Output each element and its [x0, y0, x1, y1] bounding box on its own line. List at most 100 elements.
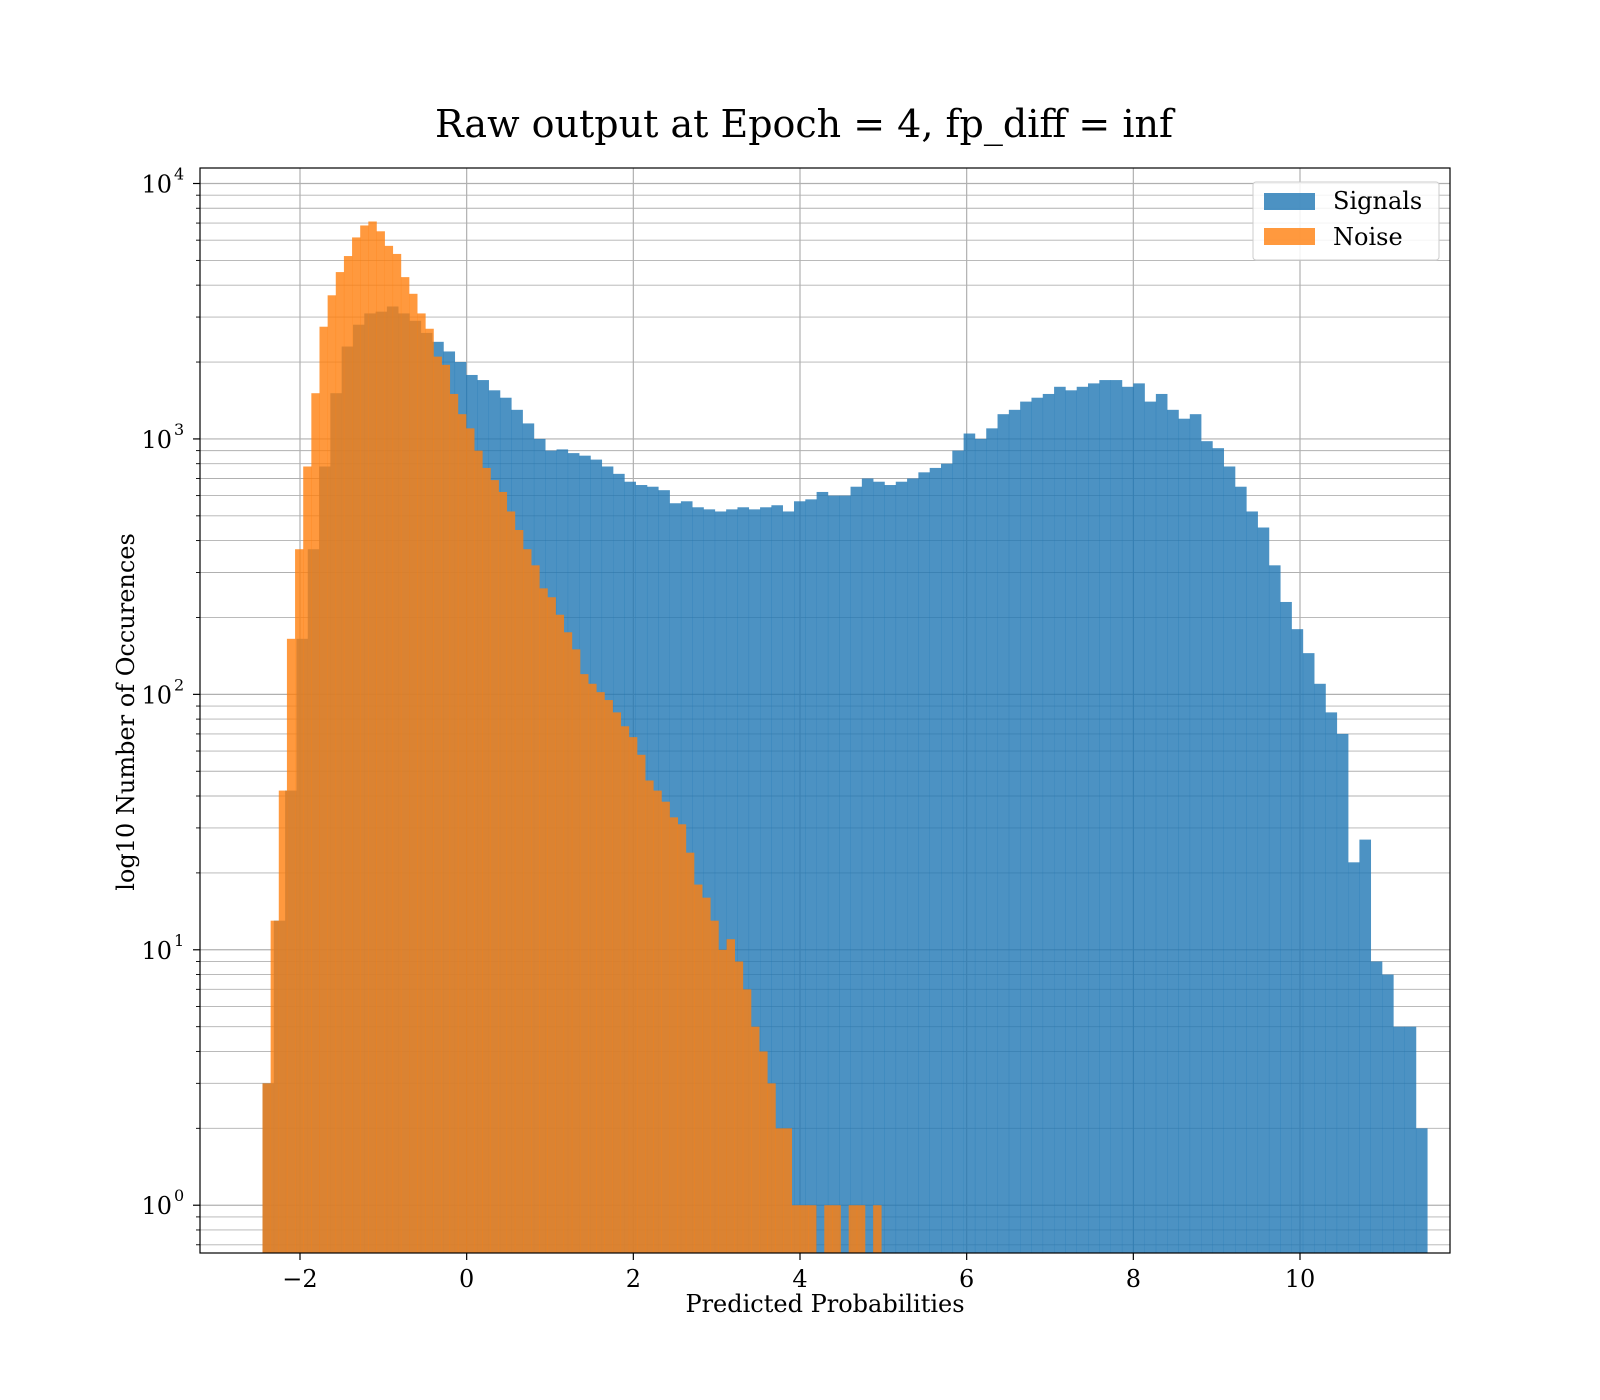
histogram-bar	[384, 245, 394, 1253]
histogram-bar	[523, 549, 532, 1253]
histogram-bar	[832, 1205, 841, 1253]
x-tick-label: 10	[1285, 1265, 1316, 1293]
histogram-bar	[799, 1205, 809, 1253]
histogram-bar	[1167, 409, 1179, 1253]
histogram-bar	[807, 1205, 817, 1253]
histogram-bar	[449, 393, 459, 1253]
histogram-bar	[767, 1083, 776, 1253]
x-tick-label: 8	[1126, 1265, 1141, 1293]
histogram-bar	[270, 920, 280, 1253]
histogram-bar	[425, 328, 434, 1253]
histogram-bar	[482, 467, 491, 1253]
histogram-bar	[580, 674, 589, 1253]
histogram-bar	[884, 485, 897, 1254]
y-tick-exponent: 0	[174, 1186, 184, 1205]
histogram-bar	[1099, 380, 1111, 1253]
histogram-bar	[604, 700, 613, 1253]
histogram-bar	[555, 614, 565, 1253]
histogram-bar	[974, 438, 987, 1253]
y-tick-exponent: 4	[174, 165, 184, 184]
histogram-bar	[417, 313, 426, 1254]
histogram-bar	[1076, 386, 1089, 1253]
histogram-bar	[286, 638, 296, 1253]
histogram-bar	[759, 1051, 768, 1253]
histogram-bar	[710, 920, 719, 1253]
histogram-bar	[702, 897, 711, 1253]
histogram-bar	[319, 326, 328, 1253]
histogram-bars	[262, 221, 1428, 1254]
histogram-bar	[1054, 386, 1066, 1253]
histogram-bar	[694, 884, 703, 1253]
histogram-bar	[311, 393, 320, 1253]
histogram-bar	[612, 712, 622, 1253]
histogram-bar	[637, 754, 646, 1253]
histogram-bar	[490, 480, 499, 1253]
histogram-bar	[1155, 393, 1168, 1253]
histogram-bar	[1088, 383, 1100, 1253]
histogram-bar	[653, 790, 662, 1253]
histogram-bar	[1404, 1026, 1417, 1253]
histogram-bar	[1393, 1026, 1405, 1253]
histogram-bar	[751, 1026, 760, 1253]
histogram-bar	[997, 414, 1010, 1253]
histogram-bar	[1280, 601, 1292, 1253]
y-tick-exponent: 3	[174, 420, 184, 439]
histogram-bar	[327, 295, 337, 1253]
histogram-bar	[409, 293, 418, 1253]
histogram-bar	[929, 467, 942, 1253]
histogram-bar	[748, 509, 761, 1253]
y-tick-exponent: 1	[174, 931, 184, 950]
histogram-bar	[1178, 418, 1191, 1253]
histogram-bar	[1042, 393, 1055, 1253]
histogram-bar	[1065, 390, 1077, 1253]
histogram-bar	[498, 491, 508, 1254]
histogram-bar	[692, 507, 704, 1253]
histogram-bar	[1325, 712, 1338, 1253]
histogram-bar	[295, 549, 304, 1253]
histogram-bar	[856, 1205, 866, 1253]
histogram-bar	[1031, 397, 1044, 1253]
histogram-bar	[628, 737, 638, 1253]
chart-title: Raw output at Epoch = 4, fp_diff = inf	[435, 102, 1176, 147]
histogram-bar	[742, 989, 752, 1253]
histogram-bar	[677, 824, 687, 1253]
histogram-bar	[1110, 380, 1123, 1253]
histogram-bar	[352, 237, 361, 1254]
x-axis-ticks: −2 0 2 4 6 8 10	[282, 1253, 1315, 1293]
histogram-bar	[1370, 961, 1383, 1253]
x-axis-label: Predicted Probabilities	[685, 1290, 964, 1318]
plot-frame	[199, 167, 1451, 1254]
x-tick-label: −2	[282, 1265, 317, 1293]
histogram-bar	[474, 450, 483, 1253]
histogram-bar	[1133, 383, 1145, 1253]
histogram-bar	[775, 1128, 784, 1253]
histogram-bar	[392, 253, 402, 1254]
histogram-bar	[952, 450, 964, 1253]
histogram-bar	[360, 225, 369, 1253]
histogram-bar	[816, 491, 829, 1254]
histogram-bar	[824, 1205, 833, 1253]
histogram-bar	[1223, 466, 1236, 1253]
legend-label-noise: Noise	[1333, 223, 1403, 251]
y-tick-label: 10	[141, 937, 172, 965]
histogram-bar	[1121, 386, 1134, 1253]
x-tick-label: 6	[959, 1265, 974, 1293]
histogram-bar	[433, 356, 442, 1253]
histogram-bar	[760, 507, 772, 1253]
histogram-bar	[703, 509, 716, 1253]
histogram-bar	[1382, 974, 1394, 1253]
histogram-bar	[726, 509, 738, 1253]
histogram-bar	[1348, 862, 1360, 1253]
histogram-bar	[376, 231, 385, 1254]
histogram-bar	[1235, 486, 1247, 1253]
histogram-bar	[941, 463, 953, 1254]
histogram-bar	[571, 649, 581, 1253]
histogram-bar	[714, 511, 727, 1253]
histogram-bar	[848, 1205, 858, 1253]
histogram-bar	[1257, 527, 1270, 1253]
histogram-bar	[850, 486, 863, 1253]
histogram-bar	[506, 511, 516, 1253]
histogram-bar	[466, 428, 475, 1253]
histogram-bar	[1314, 683, 1326, 1253]
y-tick-label: 10	[141, 681, 172, 709]
